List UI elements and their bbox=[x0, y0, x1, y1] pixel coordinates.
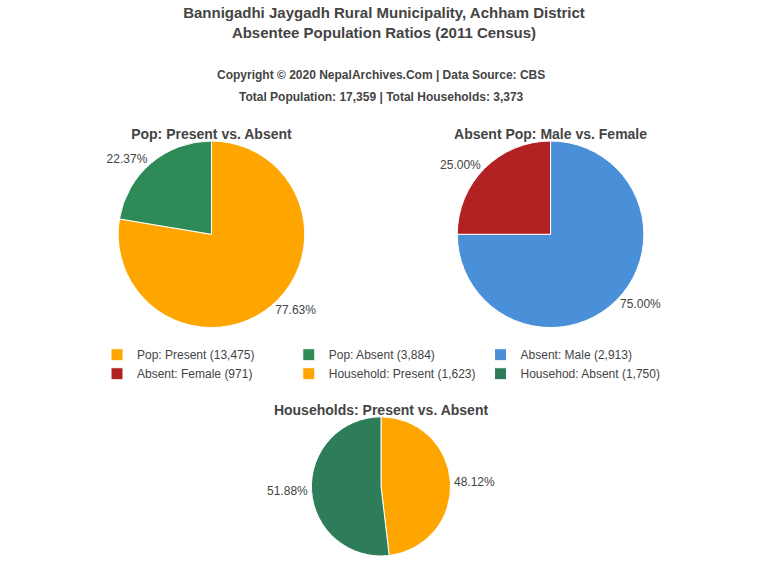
svg-text:Absent: Male (2,913): Absent: Male (2,913) bbox=[521, 348, 632, 362]
svg-text:77.63%: 77.63% bbox=[275, 303, 316, 317]
svg-text:Households: Present vs. Absent: Households: Present vs. Absent bbox=[274, 402, 489, 418]
svg-text:Pop: Present (13,475): Pop: Present (13,475) bbox=[137, 348, 254, 362]
svg-text:Absent Pop: Male vs. Female: Absent Pop: Male vs. Female bbox=[454, 126, 647, 142]
svg-text:Pop: Present vs. Absent: Pop: Present vs. Absent bbox=[131, 126, 292, 142]
svg-text:Household: Present (1,623): Household: Present (1,623) bbox=[329, 367, 476, 381]
svg-text:48.12%: 48.12% bbox=[454, 475, 495, 489]
svg-text:51.88%: 51.88% bbox=[267, 484, 308, 498]
svg-text:Copyright © 2020 NepalArchives: Copyright © 2020 NepalArchives.Com | Dat… bbox=[217, 68, 545, 82]
svg-text:22.37%: 22.37% bbox=[107, 152, 148, 166]
svg-text:Total Population: 17,359 | Tot: Total Population: 17,359 | Total Househo… bbox=[239, 90, 524, 104]
svg-text:Absent: Female (971): Absent: Female (971) bbox=[137, 367, 252, 381]
svg-text:Househod: Absent (1,750): Househod: Absent (1,750) bbox=[521, 367, 660, 381]
svg-text:25.00%: 25.00% bbox=[440, 158, 481, 172]
svg-text:Pop: Absent (3,884): Pop: Absent (3,884) bbox=[329, 348, 435, 362]
svg-text:75.00%: 75.00% bbox=[620, 297, 661, 311]
svg-text:Bannigadhi Jaygadh Rural Munic: Bannigadhi Jaygadh Rural Municipality, A… bbox=[183, 4, 585, 41]
